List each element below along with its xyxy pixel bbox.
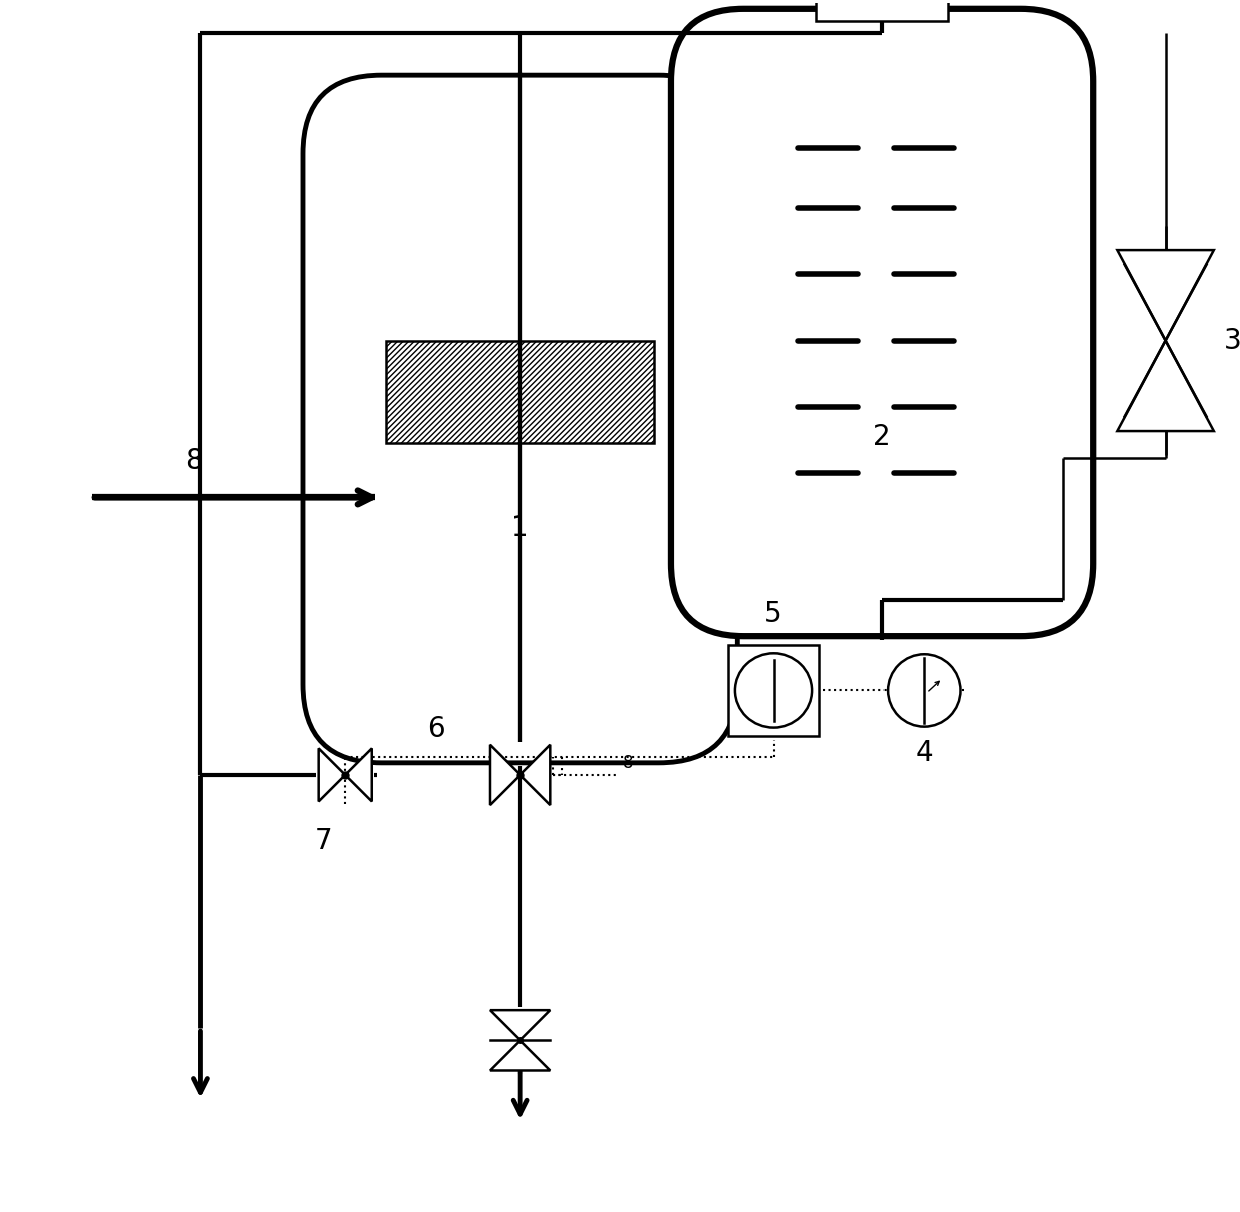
Polygon shape (490, 1010, 551, 1040)
Polygon shape (345, 748, 372, 801)
Polygon shape (1117, 341, 1214, 431)
Polygon shape (490, 1040, 551, 1070)
Polygon shape (490, 744, 520, 805)
Bar (816, 0, 949, 21)
Text: 1: 1 (511, 514, 529, 542)
Text: 8: 8 (622, 754, 634, 772)
Bar (386, 341, 653, 444)
Ellipse shape (735, 653, 812, 727)
Text: 3: 3 (1224, 326, 1240, 355)
Circle shape (888, 654, 961, 727)
Text: 7: 7 (315, 828, 332, 856)
Text: 2: 2 (873, 423, 890, 451)
Polygon shape (1117, 250, 1214, 341)
Polygon shape (319, 748, 345, 801)
Polygon shape (520, 744, 551, 805)
FancyBboxPatch shape (671, 8, 1094, 636)
Text: 6: 6 (427, 715, 444, 743)
Text: 5: 5 (764, 600, 781, 629)
FancyBboxPatch shape (303, 75, 738, 762)
Text: 8: 8 (186, 447, 203, 475)
Bar (728, 645, 820, 737)
Text: 4: 4 (915, 739, 934, 767)
